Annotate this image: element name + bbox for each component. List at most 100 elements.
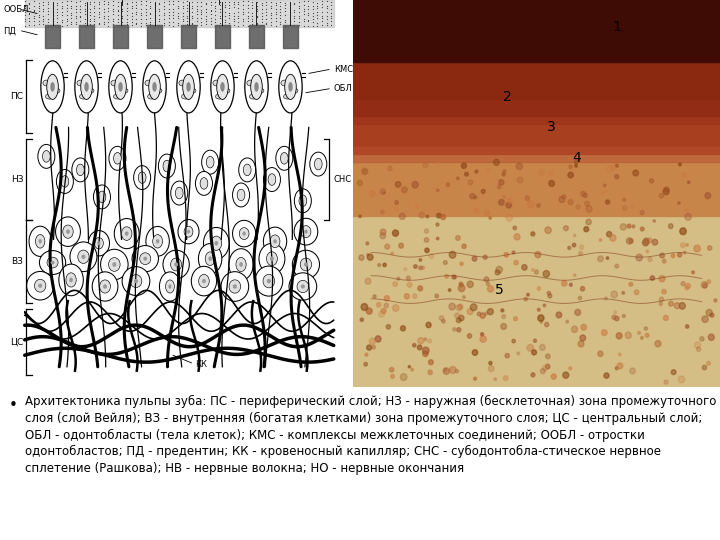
Point bbox=[228, 8, 240, 17]
Circle shape bbox=[629, 239, 633, 243]
Point bbox=[56, 2, 68, 11]
Text: СНС: СНС bbox=[334, 175, 352, 184]
Circle shape bbox=[678, 253, 682, 257]
Point bbox=[172, 8, 184, 17]
Point bbox=[196, 8, 207, 16]
Circle shape bbox=[367, 254, 373, 260]
Ellipse shape bbox=[211, 236, 222, 251]
Circle shape bbox=[598, 256, 603, 262]
Point bbox=[307, 8, 318, 17]
Point bbox=[242, 0, 253, 6]
Ellipse shape bbox=[109, 61, 132, 113]
Circle shape bbox=[392, 305, 399, 312]
Ellipse shape bbox=[94, 185, 110, 209]
Ellipse shape bbox=[109, 258, 120, 271]
Circle shape bbox=[445, 274, 449, 278]
Circle shape bbox=[549, 180, 554, 186]
Circle shape bbox=[459, 282, 462, 286]
Point bbox=[37, 20, 49, 29]
Point bbox=[289, 12, 300, 21]
Circle shape bbox=[458, 285, 465, 292]
Circle shape bbox=[524, 298, 528, 301]
Circle shape bbox=[580, 245, 584, 249]
Point bbox=[325, 14, 337, 23]
Point bbox=[177, 15, 189, 23]
Point bbox=[121, 0, 132, 9]
Circle shape bbox=[395, 207, 398, 211]
Circle shape bbox=[453, 328, 456, 331]
Point bbox=[261, 18, 272, 27]
Circle shape bbox=[483, 255, 487, 259]
Ellipse shape bbox=[81, 254, 86, 259]
Ellipse shape bbox=[206, 157, 214, 168]
Point bbox=[135, 0, 147, 5]
Circle shape bbox=[616, 367, 618, 370]
Ellipse shape bbox=[208, 256, 212, 261]
Point bbox=[130, 1, 142, 10]
Point bbox=[316, 21, 328, 30]
Circle shape bbox=[441, 214, 446, 220]
Ellipse shape bbox=[187, 230, 190, 233]
Ellipse shape bbox=[38, 144, 55, 168]
Point bbox=[265, 0, 276, 6]
Point bbox=[42, 22, 54, 30]
Point bbox=[140, 5, 151, 14]
Point bbox=[210, 6, 221, 15]
Point bbox=[103, 15, 114, 24]
Circle shape bbox=[426, 322, 431, 328]
Point bbox=[247, 12, 258, 21]
Point bbox=[270, 14, 282, 22]
Point bbox=[251, 20, 263, 29]
Point bbox=[242, 17, 253, 25]
Point bbox=[307, 15, 318, 23]
Point bbox=[112, 0, 123, 6]
Point bbox=[228, 21, 240, 30]
Circle shape bbox=[384, 303, 388, 308]
Circle shape bbox=[612, 315, 616, 320]
Circle shape bbox=[706, 309, 712, 316]
Circle shape bbox=[707, 361, 711, 366]
Point bbox=[60, 1, 72, 10]
Ellipse shape bbox=[55, 217, 81, 246]
Circle shape bbox=[546, 354, 550, 359]
Ellipse shape bbox=[229, 280, 240, 293]
Point bbox=[200, 0, 212, 9]
Ellipse shape bbox=[192, 266, 217, 296]
Ellipse shape bbox=[239, 228, 249, 240]
Point bbox=[256, 18, 267, 26]
Circle shape bbox=[481, 190, 485, 193]
Point bbox=[210, 10, 221, 19]
Circle shape bbox=[512, 251, 515, 254]
Circle shape bbox=[579, 252, 582, 255]
Ellipse shape bbox=[181, 94, 189, 99]
Point bbox=[302, 1, 314, 10]
Ellipse shape bbox=[140, 253, 150, 265]
Point bbox=[219, 15, 230, 24]
Ellipse shape bbox=[237, 189, 245, 201]
Circle shape bbox=[603, 184, 606, 187]
Point bbox=[52, 0, 63, 7]
Point bbox=[191, 5, 202, 14]
Circle shape bbox=[539, 170, 544, 176]
Ellipse shape bbox=[267, 279, 271, 284]
Ellipse shape bbox=[143, 256, 147, 261]
Point bbox=[256, 21, 267, 29]
Circle shape bbox=[636, 254, 642, 261]
Point bbox=[158, 15, 170, 23]
Point bbox=[312, 22, 323, 30]
Circle shape bbox=[408, 366, 410, 368]
Ellipse shape bbox=[243, 232, 246, 235]
Point bbox=[42, 0, 54, 6]
Ellipse shape bbox=[66, 230, 70, 234]
Circle shape bbox=[498, 185, 501, 189]
Point bbox=[177, 3, 189, 12]
Circle shape bbox=[562, 195, 566, 199]
Circle shape bbox=[449, 367, 456, 374]
Ellipse shape bbox=[84, 82, 89, 92]
Point bbox=[261, 1, 272, 9]
Point bbox=[270, 8, 282, 17]
Point bbox=[28, 0, 40, 5]
Circle shape bbox=[415, 205, 418, 207]
Point bbox=[284, 8, 295, 17]
Ellipse shape bbox=[186, 82, 191, 92]
